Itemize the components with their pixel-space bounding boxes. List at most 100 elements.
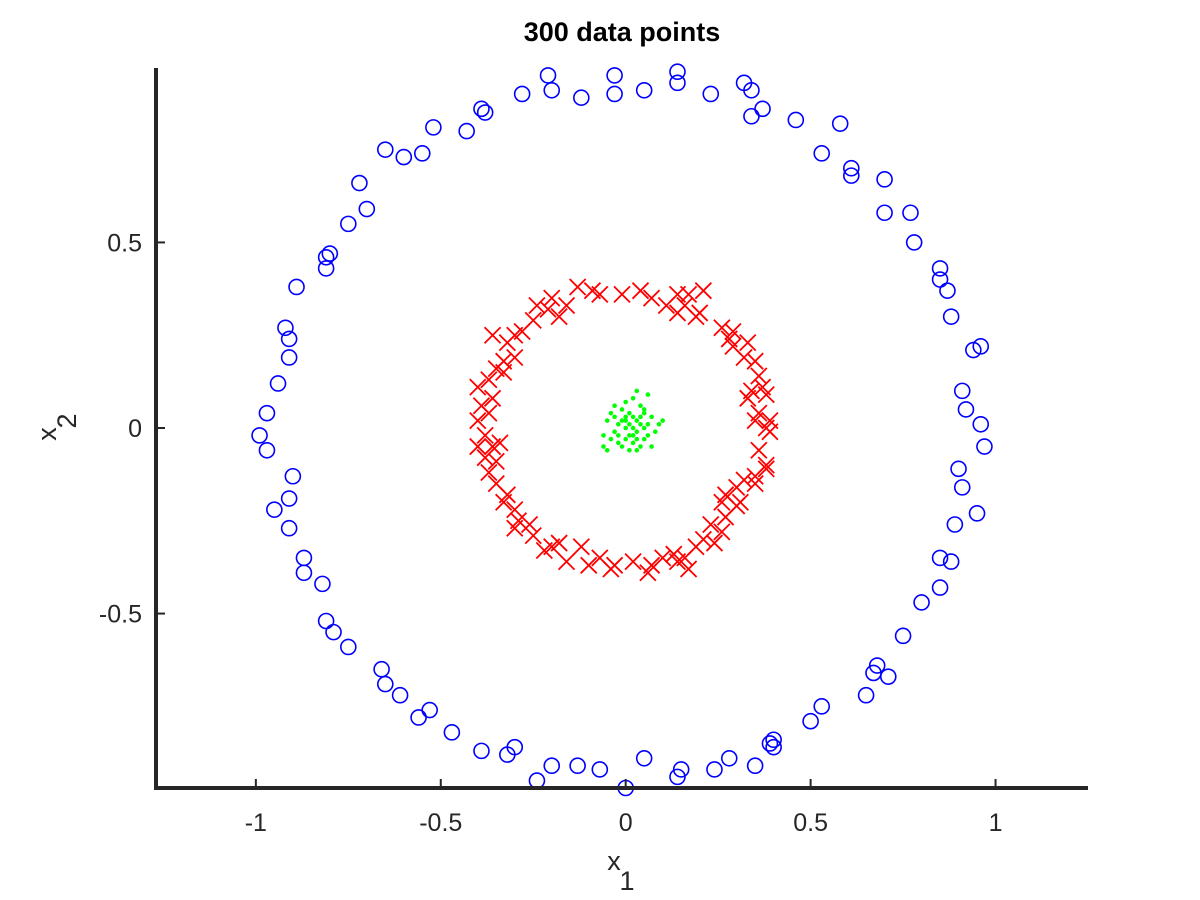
- cross-marker: [480, 404, 498, 422]
- circle-marker: [702, 85, 720, 103]
- dot-marker: [638, 403, 643, 409]
- dot-marker: [641, 407, 647, 412]
- circle-marker: [965, 341, 982, 359]
- circle-marker: [280, 349, 298, 366]
- circle-marker: [325, 623, 342, 641]
- circle-marker: [913, 594, 930, 611]
- cross-marker: [624, 552, 642, 571]
- x-tick-label: 0: [619, 809, 633, 837]
- cross-marker: [639, 564, 657, 582]
- dot-marker: [627, 447, 632, 453]
- circle-marker: [258, 404, 276, 422]
- circle-marker: [373, 660, 390, 678]
- x-tick-label: -0.5: [419, 809, 462, 837]
- dot-marker: [634, 388, 640, 394]
- cross-marker: [539, 300, 557, 318]
- circle-marker: [295, 564, 313, 582]
- dot-marker: [627, 421, 632, 427]
- circle-marker: [528, 772, 546, 789]
- dot-marker: [645, 421, 651, 427]
- dot-marker: [638, 444, 643, 449]
- cross-marker: [483, 389, 502, 407]
- dot-marker: [634, 418, 640, 423]
- circle-marker: [295, 549, 313, 567]
- y-tick-label: 0: [128, 415, 142, 443]
- circle-marker: [876, 204, 893, 222]
- cross-marker: [687, 308, 705, 326]
- circle-marker: [340, 215, 357, 233]
- circle-marker: [787, 111, 805, 129]
- cross-marker: [580, 556, 598, 574]
- y-axis-label: x 2: [32, 413, 82, 440]
- cross-marker: [694, 282, 713, 300]
- y-tick-label: 0.5: [107, 229, 142, 257]
- circle-marker: [746, 757, 764, 775]
- cross-marker: [739, 389, 757, 407]
- dot-marker: [604, 418, 610, 423]
- circle-marker: [317, 248, 335, 266]
- dot-marker: [630, 433, 636, 438]
- dot-marker: [623, 399, 628, 405]
- cross-marker: [483, 326, 502, 344]
- circle-marker: [946, 516, 964, 533]
- dot-marker: [630, 440, 636, 446]
- circle-marker: [931, 579, 949, 596]
- cross-marker: [731, 493, 749, 511]
- circle-marker: [976, 438, 993, 455]
- cross-marker: [746, 467, 764, 485]
- circle-marker: [879, 668, 897, 685]
- circle-marker: [395, 148, 413, 166]
- y-tick-label: -0.5: [99, 601, 142, 629]
- circle-marker: [950, 460, 967, 478]
- circle-marker: [317, 260, 335, 277]
- circle-marker: [669, 74, 686, 92]
- dot-marker: [630, 425, 636, 431]
- circle-marker: [669, 63, 686, 81]
- dot-marker: [649, 414, 654, 420]
- cross-marker: [469, 411, 487, 430]
- chart-title: 300 data points: [524, 17, 721, 47]
- cross-marker: [535, 541, 553, 560]
- cross-marker: [713, 523, 731, 541]
- cross-marker: [716, 508, 735, 526]
- circle-marker: [672, 761, 690, 778]
- dot-marker: [623, 418, 628, 423]
- circle-marker: [761, 735, 779, 752]
- circle-marker: [720, 750, 738, 767]
- cross-marker: [495, 352, 513, 370]
- circle-marker: [953, 382, 971, 400]
- circle-marker: [968, 505, 986, 522]
- cross-marker: [543, 289, 561, 307]
- dot-marker: [619, 444, 625, 449]
- circle-marker: [543, 81, 561, 99]
- circle-marker: [902, 204, 919, 222]
- cross-marker: [487, 452, 505, 471]
- circle-marker: [706, 761, 723, 778]
- cross-marker: [746, 411, 764, 430]
- dot-marker: [612, 414, 617, 420]
- cross-marker: [705, 534, 724, 552]
- dot-marker: [630, 414, 636, 420]
- dot-marker: [608, 410, 614, 416]
- dot-marker: [645, 433, 651, 438]
- dot-marker: [623, 425, 628, 431]
- cross-marker: [702, 515, 720, 534]
- cross-marker: [713, 493, 731, 511]
- circle-marker: [606, 67, 623, 84]
- y-axis-ticks: -0.5 0 0.5: [99, 229, 165, 629]
- cross-marker: [524, 526, 542, 545]
- cross-marker: [568, 278, 587, 296]
- cross-marker: [713, 319, 731, 337]
- circle-marker: [813, 145, 831, 162]
- dot-marker: [616, 421, 621, 427]
- dot-marker: [601, 444, 606, 449]
- cross-marker: [495, 493, 513, 511]
- cross-marker: [520, 515, 539, 534]
- circle-marker: [953, 479, 971, 496]
- circle-marker: [813, 698, 831, 715]
- circle-marker: [942, 553, 960, 570]
- circle-marker: [421, 701, 438, 719]
- cross-marker: [469, 437, 487, 456]
- dot-marker: [641, 410, 647, 416]
- cross-marker: [602, 560, 620, 578]
